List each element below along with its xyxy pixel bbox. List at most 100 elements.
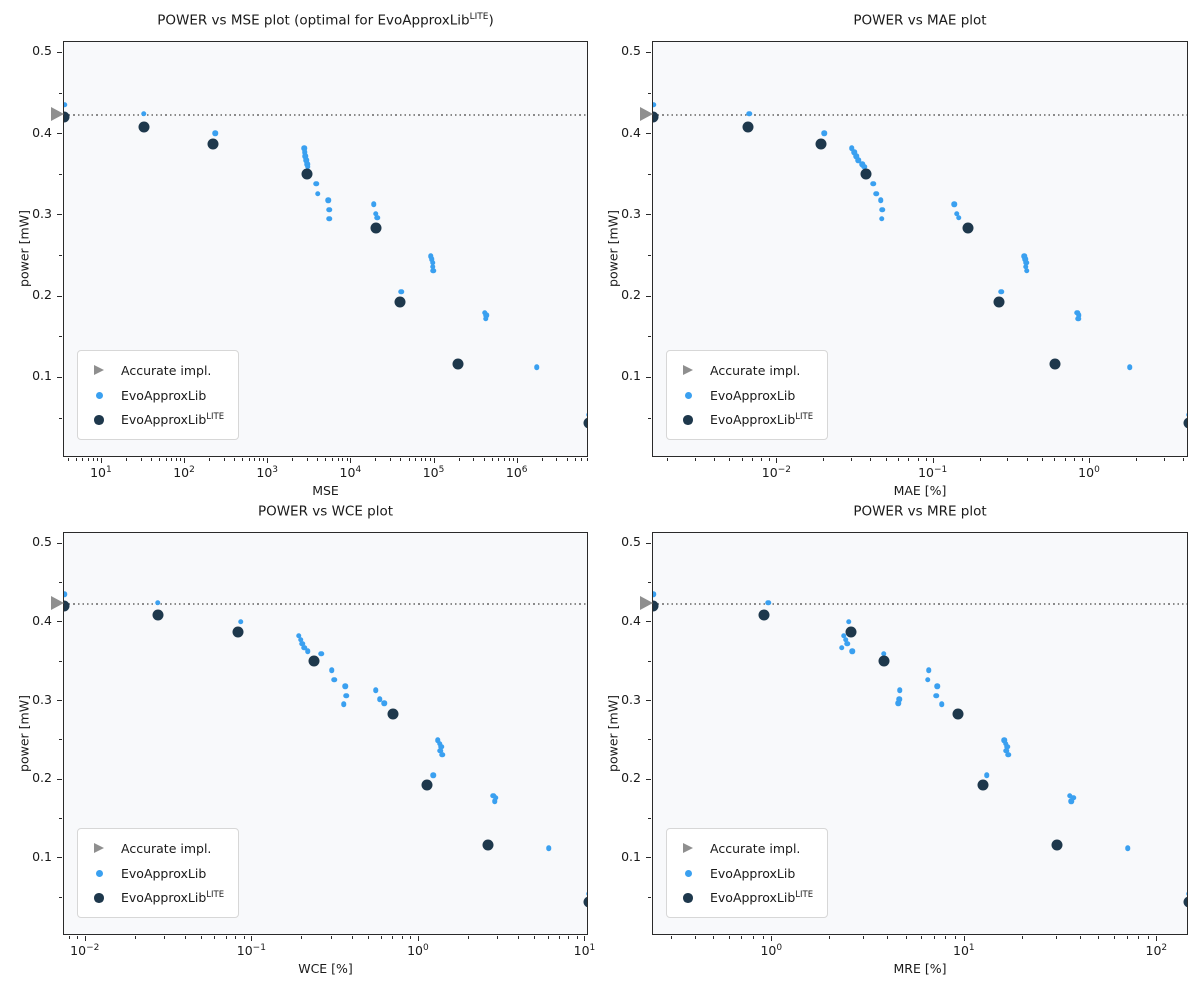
y-axis-label: power [mW] [16,210,32,287]
legend: Accurate impl. EvoApproxLib EvoApproxLib… [666,350,829,440]
x-tick-label: 100 [760,943,783,959]
scatter-point-evoapproxlib [430,772,437,778]
y-tick [646,133,651,135]
legend-label: Accurate impl. [710,840,801,856]
scatter-point-evoapproxlib [427,253,434,259]
legend-label: Accurate impl. [710,362,801,378]
legend-item-accurate: Accurate impl. [677,837,813,859]
x-tick [251,936,253,941]
x-axis-label: WCE [%] [298,961,353,976]
x-minor-tick [164,936,166,939]
scatter-point-evoapproxlib [1124,845,1131,851]
scatter-point-evoapproxlib [64,102,67,108]
x-minor-tick [342,458,344,461]
scatter-point-evoapproxlib [939,701,945,707]
scatter-point-evoapproxlib-lite [387,708,399,720]
scatter-point-evoapproxlib [438,743,444,750]
legend-label: EvoApproxLib [121,865,207,881]
legend-label: EvoApproxLibLITE [121,890,225,906]
scatter-point-evoapproxlib [326,207,332,213]
x-minor-tick [850,458,852,461]
evolite-dot-icon [677,415,699,425]
legend: Accurate impl. EvoApproxLib EvoApproxLib… [77,350,240,440]
y-minor-tick [648,173,651,175]
x-minor-tick [458,458,460,461]
scatter-point-evoapproxlib [878,197,884,203]
scatter-point-evoapproxlib [1068,798,1075,804]
x-minor-tick [905,936,907,939]
scatter-point-evoapproxlib-lite [232,626,244,638]
evo-dot-icon [88,391,110,399]
scatter-point-evoapproxlib-lite [482,839,494,851]
scatter-point-evoapproxlib [329,667,335,674]
x-minor-tick [870,458,872,461]
scatter-point-evoapproxlib-lite [583,417,587,429]
y-tick-label: 0.1 [621,368,641,384]
scatter-point-evoapproxlib-lite [962,222,974,234]
x-minor-tick [1126,936,1128,939]
x-minor-tick [898,458,900,461]
x-tick [433,458,435,463]
x-tick-label: 10−1 [918,465,948,481]
scatter-point-evoapproxlib [853,153,860,159]
accurate-power-line [64,603,587,605]
scatter-point-evoapproxlib-lite [952,708,964,720]
y-tick [646,542,651,544]
plot-title-text: POWER vs MAE plot [853,12,987,29]
scatter-point-evoapproxlib [998,289,1004,295]
y-axis-label: power [mW] [605,694,621,772]
y-tick-label: 0.5 [32,43,52,59]
y-tick-label: 0.4 [32,124,52,140]
y-tick [57,51,62,53]
accurate-power-line [64,114,587,116]
scatter-point-evoapproxlib [1003,747,1009,754]
x-minor-tick [134,936,136,939]
legend-label: EvoApproxLibLITE [710,412,814,428]
x-minor-tick [92,458,94,461]
x-minor-tick [176,458,177,461]
x-minor-tick [1055,936,1057,939]
accurate-impl-marker-icon [51,107,64,122]
legend-label: Accurate impl. [121,362,212,378]
scatter-point-evoapproxlib-lite [860,168,872,180]
legend-item-evoapproxlib: EvoApproxLib [88,384,224,406]
y-minor-tick [648,255,651,257]
scatter-point-evoapproxlib [896,696,902,703]
scatter-point-evoapproxlib [821,130,828,137]
scatter-point-evoapproxlib [1001,737,1007,744]
x-minor-tick [259,458,261,461]
x-tick [932,458,934,463]
scatter-point-evoapproxlib [873,190,880,197]
x-minor-tick [97,458,99,461]
x-minor-tick [420,458,422,461]
x-minor-tick [68,936,70,939]
x-minor-tick [934,936,936,939]
x-minor-tick [150,458,152,461]
x-tick-label: 105 [422,465,445,481]
scatter-point-evoapproxlib [302,149,308,155]
x-minor-tick [694,458,696,461]
y-tick [57,621,62,623]
scatter-point-evoapproxlib [493,795,499,801]
scatter-point-evoapproxlib [313,181,320,187]
evolite-dot-icon [88,893,110,903]
y-minor-tick [59,417,62,419]
scatter-point-evoapproxlib [851,149,857,155]
scatter-point-evoapproxlib [878,215,885,222]
x-minor-tick [180,458,182,461]
scatter-point-evoapproxlib [331,677,337,683]
x-minor-tick [714,458,716,461]
x-minor-tick [547,936,549,939]
x-minor-tick [392,936,394,939]
x-minor-tick [1026,458,1028,461]
scatter-point-evoapproxlib-lite [452,358,464,370]
scatter-point-evoapproxlib [372,687,379,693]
y-tick-label: 0.1 [621,848,641,864]
y-minor-tick [59,92,62,94]
x-tick [963,936,965,941]
scatter-point-evoapproxlib-lite [878,655,890,667]
x-minor-tick [325,458,327,461]
x-tick [100,458,102,463]
x-minor-tick [1113,936,1115,939]
